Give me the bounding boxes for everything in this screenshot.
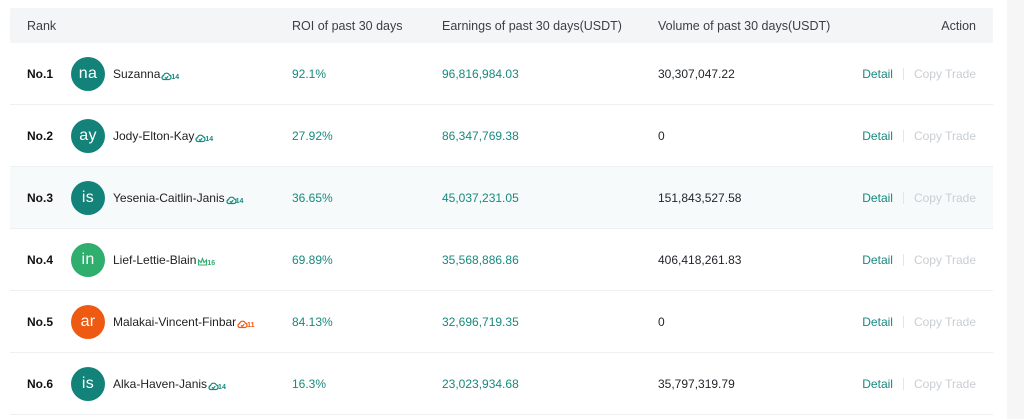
action-cell: Detail Copy Trade bbox=[858, 253, 993, 267]
volume-value: 35,797,319.79 bbox=[658, 376, 735, 391]
copy-trade-button[interactable]: Copy Trade bbox=[913, 190, 976, 205]
table-row: No.4 in Lief-Lettie-Blain 16 69.89% 35,568,88… bbox=[10, 229, 993, 291]
action-cell: Detail Copy Trade bbox=[858, 377, 993, 391]
roi-value: 92.1% bbox=[292, 66, 327, 81]
action-divider bbox=[902, 191, 904, 204]
action-divider bbox=[902, 67, 904, 80]
action-cell: Detail Copy Trade bbox=[858, 129, 993, 143]
volume-value: 30,307,047.22 bbox=[658, 66, 735, 81]
action-divider bbox=[902, 377, 904, 390]
action-cell: Detail Copy Trade bbox=[858, 315, 993, 329]
copy-trade-button[interactable]: Copy Trade bbox=[913, 376, 976, 391]
trader-cell: is Yesenia-Caitlin-Janis 14 bbox=[71, 180, 292, 215]
trader-cell: is Alka-Haven-Janis 14 bbox=[71, 366, 292, 401]
trader-name[interactable]: Alka-Haven-Janis bbox=[113, 376, 208, 391]
page-scrollbar[interactable] bbox=[1007, 0, 1024, 419]
header-roi: ROI of past 30 days bbox=[292, 18, 403, 33]
cloud-check-badge-icon: 14 bbox=[208, 377, 226, 391]
trader-name[interactable]: Suzanna bbox=[113, 66, 161, 81]
action-cell: Detail Copy Trade bbox=[858, 191, 993, 205]
earnings-value: 86,347,769.38 bbox=[442, 128, 519, 143]
avatar[interactable]: ay bbox=[71, 118, 105, 153]
detail-link[interactable]: Detail bbox=[862, 128, 893, 143]
rank-label: No.3 bbox=[27, 190, 54, 205]
roi-value: 16.3% bbox=[292, 376, 327, 391]
copy-trade-button[interactable]: Copy Trade bbox=[913, 314, 976, 329]
badge-number: 14 bbox=[235, 197, 244, 205]
trader-cell: na Suzanna 14 bbox=[71, 56, 292, 91]
roi-value: 27.92% bbox=[292, 128, 333, 143]
action-cell: Detail Copy Trade bbox=[858, 67, 993, 81]
volume-value: 151,843,527.58 bbox=[658, 190, 742, 205]
cloud-check-badge-icon: 11 bbox=[237, 315, 255, 329]
crown-badge-icon: 16 bbox=[197, 253, 215, 267]
action-divider bbox=[902, 315, 904, 328]
volume-value: 406,418,261.83 bbox=[658, 252, 742, 267]
copy-trade-button[interactable]: Copy Trade bbox=[913, 66, 976, 81]
trader-cell: ay Jody-Elton-Kay 14 bbox=[71, 118, 292, 153]
action-divider bbox=[902, 129, 904, 142]
cloud-check-badge-icon: 14 bbox=[195, 129, 213, 143]
rank-label: No.5 bbox=[27, 314, 54, 329]
roi-value: 36.65% bbox=[292, 190, 333, 205]
avatar[interactable]: ar bbox=[71, 304, 105, 339]
trader-name[interactable]: Yesenia-Caitlin-Janis bbox=[113, 190, 225, 205]
badge-number: 14 bbox=[205, 135, 214, 143]
volume-value: 0 bbox=[658, 128, 665, 143]
badge-number: 14 bbox=[171, 73, 180, 81]
volume-value: 0 bbox=[658, 314, 665, 329]
badge-number: 14 bbox=[218, 383, 226, 391]
table-row: No.3 is Yesenia-Caitlin-Janis 14 36.65% 45,03… bbox=[10, 167, 993, 229]
earnings-value: 23,023,934.68 bbox=[442, 376, 519, 391]
roi-value: 69.89% bbox=[292, 252, 333, 267]
table-row: No.1 na Suzanna 14 92.1% 96,816,984.03 30,307,… bbox=[10, 43, 993, 105]
detail-link[interactable]: Detail bbox=[862, 252, 893, 267]
header-earnings: Earnings of past 30 days(USDT) bbox=[442, 18, 622, 33]
detail-link[interactable]: Detail bbox=[862, 66, 893, 81]
header-rank: Rank bbox=[27, 18, 57, 33]
detail-link[interactable]: Detail bbox=[862, 376, 893, 391]
cloud-check-badge-icon: 14 bbox=[226, 191, 244, 205]
leaderboard-table: Rank ROI of past 30 days Earnings of pas… bbox=[10, 8, 993, 415]
rank-label: No.6 bbox=[27, 376, 54, 391]
avatar[interactable]: na bbox=[71, 56, 105, 91]
earnings-value: 96,816,984.03 bbox=[442, 66, 519, 81]
table-body: No.1 na Suzanna 14 92.1% 96,816,984.03 30,307,… bbox=[10, 43, 993, 415]
avatar[interactable]: is bbox=[71, 366, 105, 401]
rank-label: No.1 bbox=[27, 66, 54, 81]
badge-number: 11 bbox=[247, 321, 255, 329]
avatar[interactable]: is bbox=[71, 180, 105, 215]
trader-name[interactable]: Malakai-Vincent-Finbar bbox=[113, 314, 237, 329]
copy-trade-button[interactable]: Copy Trade bbox=[913, 128, 976, 143]
badge-number: 16 bbox=[207, 259, 216, 267]
copy-trade-button[interactable]: Copy Trade bbox=[913, 252, 976, 267]
header-action: Action bbox=[941, 18, 976, 33]
detail-link[interactable]: Detail bbox=[862, 314, 893, 329]
earnings-value: 45,037,231.05 bbox=[442, 190, 519, 205]
trader-cell: in Lief-Lettie-Blain 16 bbox=[71, 242, 292, 277]
rank-label: No.2 bbox=[27, 128, 54, 143]
earnings-value: 35,568,886.86 bbox=[442, 252, 519, 267]
roi-value: 84.13% bbox=[292, 314, 333, 329]
action-divider bbox=[902, 253, 904, 266]
header-volume: Volume of past 30 days(USDT) bbox=[658, 18, 831, 33]
avatar[interactable]: in bbox=[71, 242, 105, 277]
earnings-value: 32,696,719.35 bbox=[442, 314, 519, 329]
table-row: No.5 ar Malakai-Vincent-Finbar 11 84.13% 32,6… bbox=[10, 291, 993, 353]
trader-name[interactable]: Lief-Lettie-Blain bbox=[113, 252, 197, 267]
trader-name[interactable]: Jody-Elton-Kay bbox=[113, 128, 195, 143]
detail-link[interactable]: Detail bbox=[862, 190, 893, 205]
trader-cell: ar Malakai-Vincent-Finbar 11 bbox=[71, 304, 292, 339]
table-header: Rank ROI of past 30 days Earnings of pas… bbox=[10, 8, 993, 43]
cloud-check-badge-icon: 14 bbox=[161, 67, 179, 81]
table-row: No.2 ay Jody-Elton-Kay 14 27.92% 86,347,769.3… bbox=[10, 105, 993, 167]
rank-label: No.4 bbox=[27, 252, 54, 267]
table-row: No.6 is Alka-Haven-Janis 14 16.3% 23,023,934.… bbox=[10, 353, 993, 415]
